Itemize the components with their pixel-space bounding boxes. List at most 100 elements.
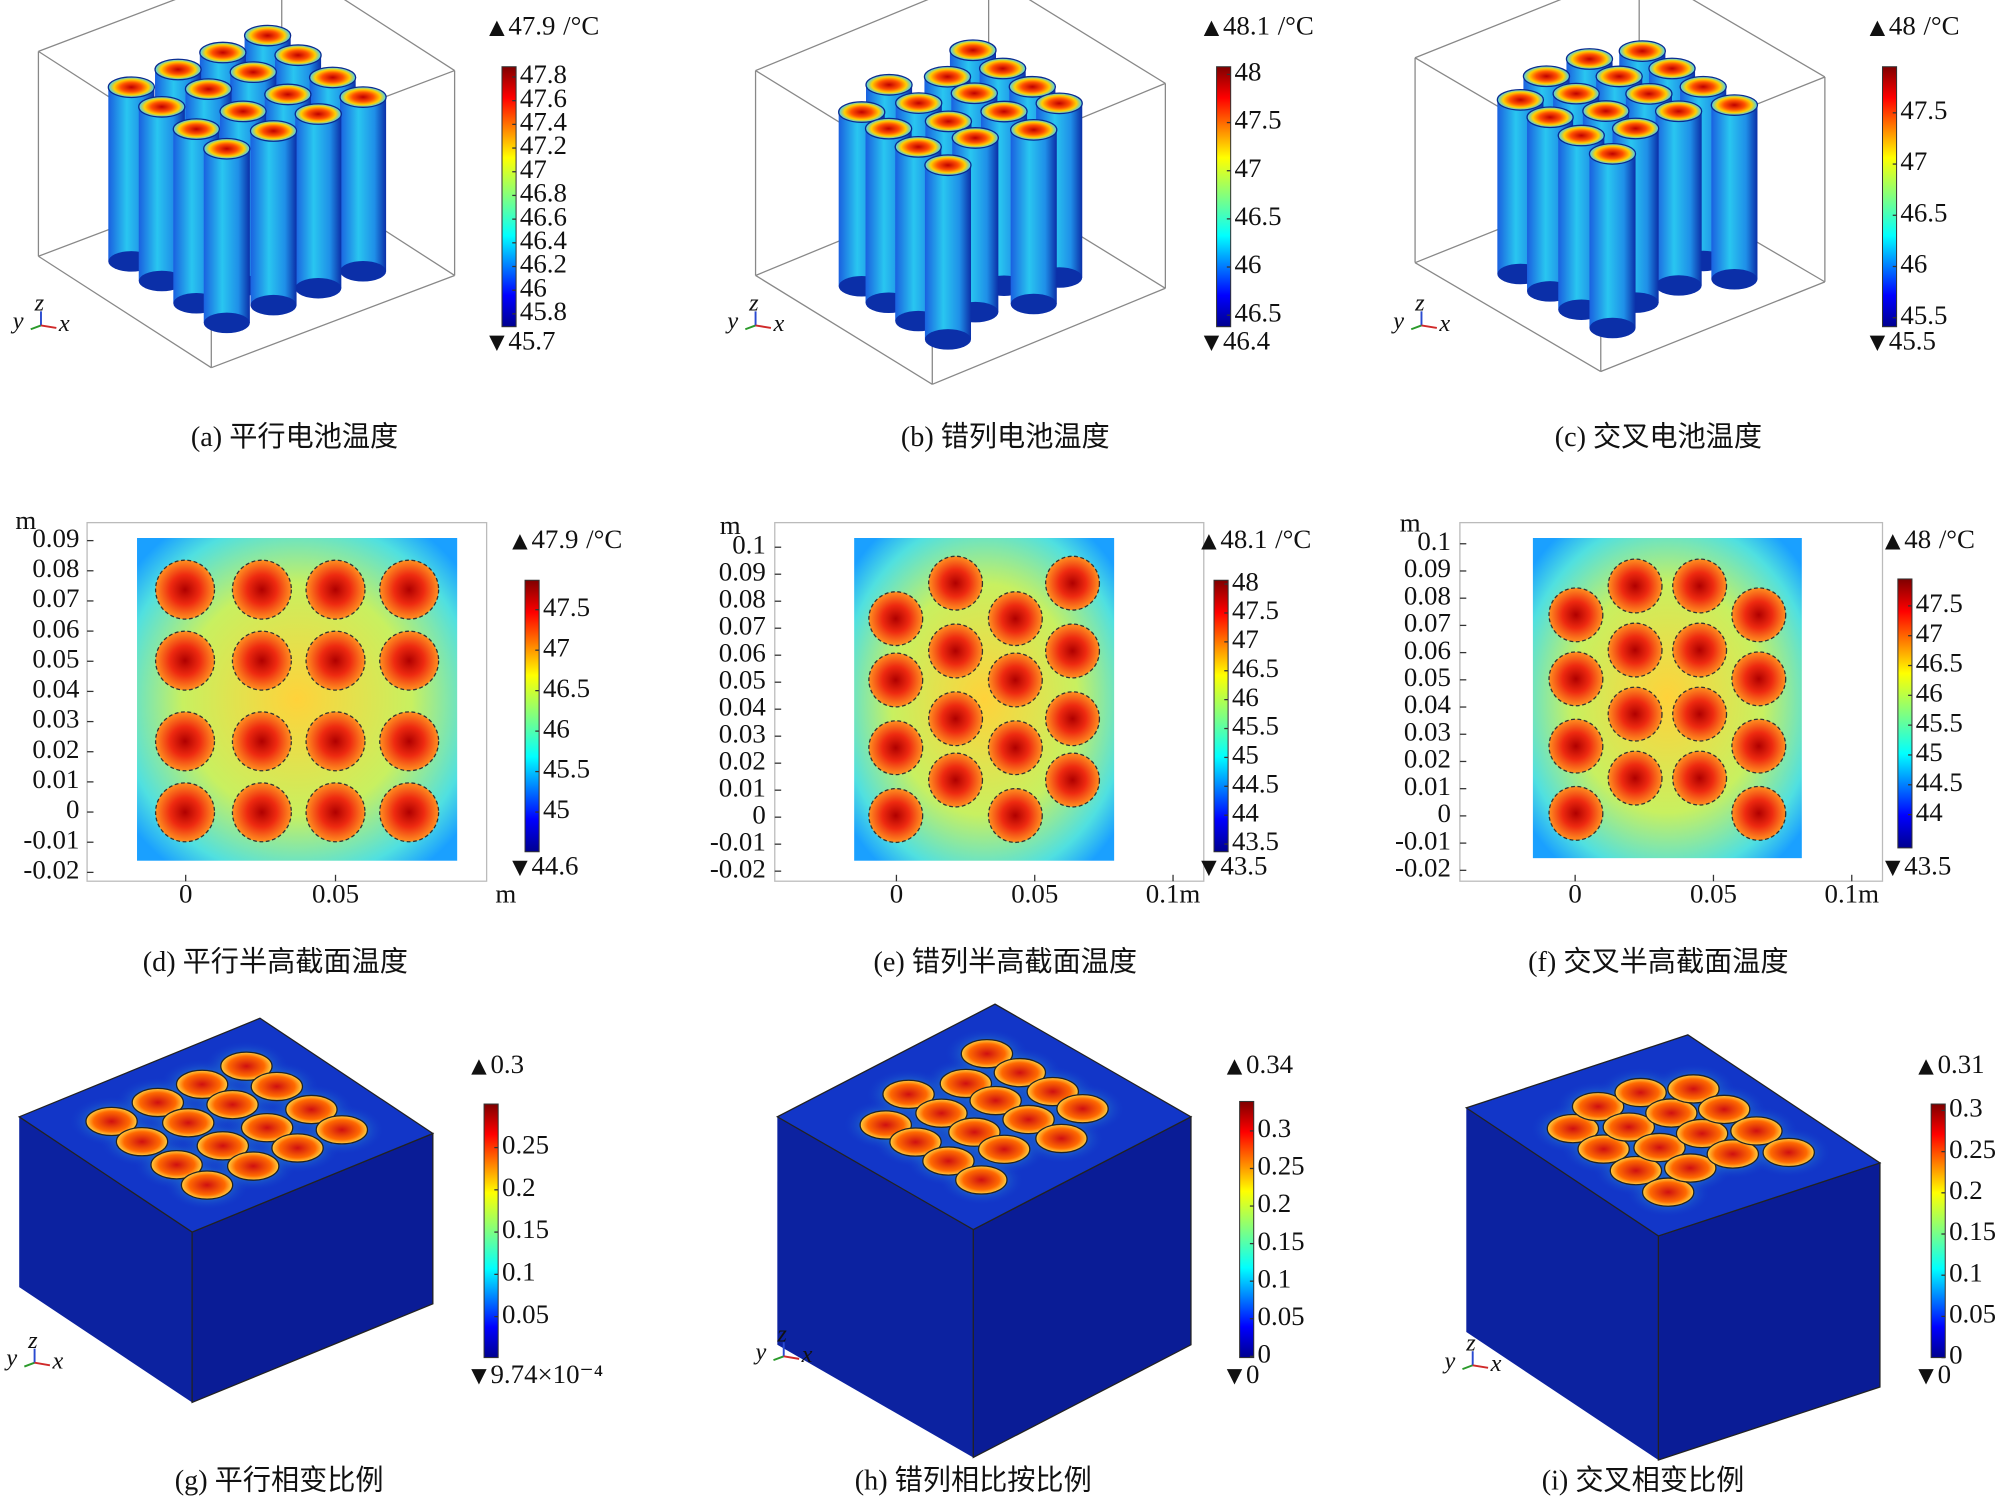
cylinder-top xyxy=(249,120,298,142)
battery-section xyxy=(928,623,984,679)
cylinder-top xyxy=(1010,118,1058,141)
battery-section xyxy=(154,711,216,772)
colorbar-tick-label: 0.2 xyxy=(1258,1188,1292,1218)
triad-y-label: y xyxy=(753,1338,767,1365)
cylinder-top xyxy=(1565,48,1614,70)
hole xyxy=(285,1094,338,1125)
colorbar-unit: /°C xyxy=(586,524,622,554)
colorbar-tick-label: 46.5 xyxy=(1232,653,1279,683)
y-tick-label: 0.06 xyxy=(32,613,79,643)
cylinder-top xyxy=(951,127,999,149)
triad-y-label: y xyxy=(1390,307,1404,334)
triad-x xyxy=(40,324,57,329)
panel: 0.090.080.070.060.050.040.030.020.010-0.… xyxy=(15,505,622,978)
triad-y xyxy=(773,1355,785,1362)
hole xyxy=(955,1165,1008,1195)
triad-x-label: x xyxy=(772,310,784,337)
cylinder-top xyxy=(172,118,221,140)
cylinder-top xyxy=(1595,65,1643,88)
hole xyxy=(1641,1177,1695,1207)
colorbar xyxy=(1930,1103,1946,1359)
colorbar-max-marker xyxy=(1226,1059,1243,1075)
caption: (e) 错列半高截面温度 xyxy=(874,946,1138,978)
battery-section xyxy=(1045,555,1101,611)
cylinder-bottom xyxy=(1010,293,1057,315)
y-tick-label: 0 xyxy=(752,799,765,829)
battery-section xyxy=(379,782,440,843)
panel: 0.10.090.080.070.060.050.040.030.020.010… xyxy=(710,510,1311,978)
cylinder-top xyxy=(1588,142,1637,165)
colorbar-min-marker xyxy=(1203,335,1220,352)
cylinder-top xyxy=(924,110,973,133)
caption: (a) 平行电池温度 xyxy=(191,421,398,453)
battery-section xyxy=(305,711,366,772)
battery-section xyxy=(1548,718,1604,774)
colorbar-tick-label: 0.3 xyxy=(1258,1113,1292,1143)
cylinder-top xyxy=(1522,65,1571,88)
caption: (f) 交叉半高截面温度 xyxy=(1528,946,1788,978)
battery-section xyxy=(1045,691,1101,747)
colorbar xyxy=(1239,1100,1255,1359)
battery-section xyxy=(379,559,440,620)
cylinder-top xyxy=(1648,57,1696,80)
colorbar-tick-label: 45.5 xyxy=(1916,707,1963,737)
cylinder-bottom xyxy=(1655,275,1702,296)
y-tick-label: 0.01 xyxy=(1404,771,1451,801)
colorbar-max-label: 48.1 xyxy=(1220,524,1267,554)
cylinder-body xyxy=(1655,111,1702,286)
colorbar-tick-label: 0.15 xyxy=(502,1214,549,1244)
triad-x xyxy=(1421,324,1438,329)
colorbar-min-marker xyxy=(1201,860,1217,877)
caption: (b) 错列电池温度 xyxy=(901,421,1110,453)
triad-y xyxy=(23,1361,35,1368)
battery-section xyxy=(154,782,216,843)
cylinder-top xyxy=(339,86,387,108)
colorbar xyxy=(1216,66,1232,328)
cylinder-bottom xyxy=(295,277,342,299)
colorbar-tick-label: 45.5 xyxy=(1232,711,1279,741)
triad-z-label: z xyxy=(34,290,45,317)
colorbar-min-marker xyxy=(1918,1369,1934,1385)
colorbar-tick-label: 0.05 xyxy=(1949,1299,1996,1329)
hole xyxy=(1675,1118,1729,1149)
colorbar-tick-label: 47.4 xyxy=(520,107,568,137)
triad-x-label: x xyxy=(58,310,70,337)
colorbar-tick-label: 0 xyxy=(1949,1340,1962,1370)
battery-section xyxy=(1672,622,1728,678)
cylinder-body xyxy=(1711,105,1758,280)
colorbar-unit: /°C xyxy=(1923,10,1959,40)
box-edge xyxy=(211,274,455,369)
colorbar-max-label: 0.34 xyxy=(1246,1049,1294,1079)
y-tick-label: -0.01 xyxy=(710,826,766,856)
cylinder-top xyxy=(294,103,342,125)
y-tick-label: 0.09 xyxy=(32,523,79,553)
cylinder-top xyxy=(895,92,943,114)
y-tick-label: 0.05 xyxy=(32,643,79,673)
colorbar-max-marker xyxy=(471,1059,487,1075)
y-tick-label: -0.02 xyxy=(710,853,766,883)
colorbar-max-marker xyxy=(1869,20,1886,36)
hole xyxy=(1667,1074,1720,1104)
colorbar-tick-label: 0.3 xyxy=(1949,1093,1983,1123)
battery-section xyxy=(231,782,292,843)
triad-x xyxy=(755,324,772,329)
battery-section xyxy=(1672,558,1728,614)
hole xyxy=(977,1134,1031,1165)
box-edge xyxy=(1414,0,1562,59)
cylinder-top xyxy=(1526,106,1574,129)
hole xyxy=(993,1057,1047,1088)
hole xyxy=(1730,1116,1783,1146)
colorbar xyxy=(1213,579,1229,853)
box-edge xyxy=(38,255,212,369)
colorbar xyxy=(1897,578,1913,849)
cylinder-body xyxy=(1010,129,1057,305)
y-tick-label: 0.01 xyxy=(32,764,79,794)
battery-section xyxy=(1607,558,1663,614)
y-tick-label: 0.1 xyxy=(1417,526,1451,556)
triad-z-label: z xyxy=(1414,290,1425,317)
cylinder-top xyxy=(1679,75,1727,98)
colorbar-tick-label: 0.25 xyxy=(1258,1151,1305,1181)
y-tick-label: 0.02 xyxy=(32,734,79,764)
cylinder-top xyxy=(184,78,233,101)
battery-section xyxy=(305,782,366,843)
